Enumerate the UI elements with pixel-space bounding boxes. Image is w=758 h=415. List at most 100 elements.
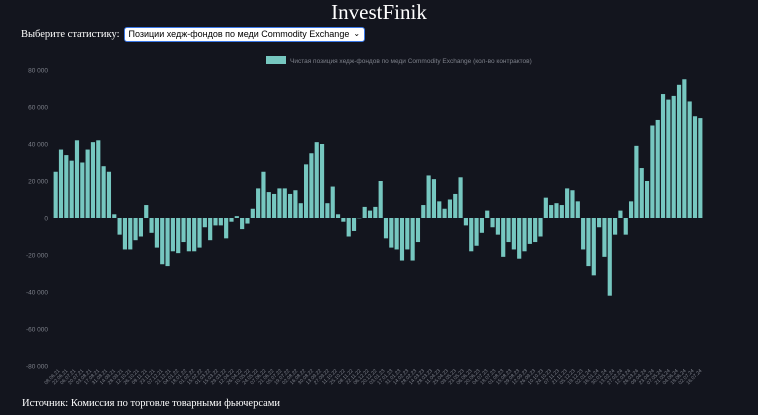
statistics-label: Выберите статистику: [21,28,120,40]
bar [501,218,506,257]
bar [650,125,655,218]
bar [559,205,564,218]
y-tick-label: -60 000 [26,327,48,334]
bar [378,181,383,218]
chevron-down-icon: ⌄ [353,29,361,38]
bar [527,218,532,244]
y-tick-label: 0 [44,216,48,223]
bar [373,206,378,218]
bar [644,181,650,218]
bar [639,168,644,218]
bar [692,116,698,218]
bar [506,218,511,243]
bar [117,218,122,235]
bar [341,218,346,222]
bar [234,216,239,218]
bar [277,188,282,218]
bar [671,95,676,218]
bar [64,155,69,218]
bar [399,218,405,261]
bar [58,149,64,218]
bar [676,84,682,218]
bar [240,218,245,230]
y-tick-label: 60 000 [28,105,48,112]
bar [154,218,159,248]
statistics-selector-row: Выберите статистику: Позиции хедж-фондов… [21,26,366,42]
bar [597,218,602,228]
bar [213,218,218,226]
bar [485,210,490,218]
bar [682,79,687,218]
bar [618,210,623,218]
bar [245,218,250,224]
bar [490,218,495,228]
bar [655,119,660,218]
bar [543,197,548,218]
bar [437,201,442,218]
bar [623,218,628,235]
bar [80,162,85,218]
site-title: InvestFinik [331,0,427,24]
bar [533,218,538,243]
bar [181,218,186,243]
bar [474,218,479,246]
bar [128,218,133,250]
bar [351,218,357,231]
y-tick-label: 20 000 [28,179,48,186]
bar [634,145,639,218]
bar [69,160,74,218]
bar [330,186,335,218]
bar [602,218,607,257]
bar [586,218,591,267]
bar [522,218,527,252]
bar [421,205,426,218]
bar [410,218,415,261]
bar [256,188,261,218]
bar [629,201,634,218]
bar [133,218,138,241]
bar [197,218,202,248]
bar [367,210,373,218]
bar [554,203,559,218]
bar [282,188,287,218]
bar [335,214,341,218]
bar [90,142,96,218]
source-note: Источник: Комиссия по торговле товарными… [22,398,281,409]
bar [565,188,570,218]
net-position-chart: Чистая позиция хедж-фондов по меди Commo… [26,56,704,386]
bar [581,218,586,250]
bar [229,218,234,222]
bar [549,205,554,218]
bar [224,218,229,239]
bar [319,144,325,218]
bar [666,99,671,218]
statistics-select[interactable]: Позиции хедж-фондов по меди Commodity Ex… [123,26,366,42]
bar [293,190,298,218]
bar [165,218,170,267]
bar [607,218,612,296]
bar [272,193,277,218]
bar [394,218,399,250]
bar [170,218,175,252]
chart-container: Чистая позиция хедж-фондов по меди Commo… [0,48,758,400]
bar [346,218,351,237]
bar [479,218,484,233]
bar [144,205,149,218]
bar [160,218,165,265]
bar [591,218,596,276]
bar [458,177,463,218]
bar [613,218,618,235]
bar [362,206,367,218]
bar [538,218,543,237]
bar [112,214,117,218]
bar [74,140,80,218]
bar [570,190,575,218]
bar [85,149,90,218]
bar [463,218,468,226]
bar [389,218,394,248]
bar [415,218,421,243]
bar [453,193,458,218]
bar [469,218,474,252]
bar [202,218,207,228]
bar [149,218,154,233]
